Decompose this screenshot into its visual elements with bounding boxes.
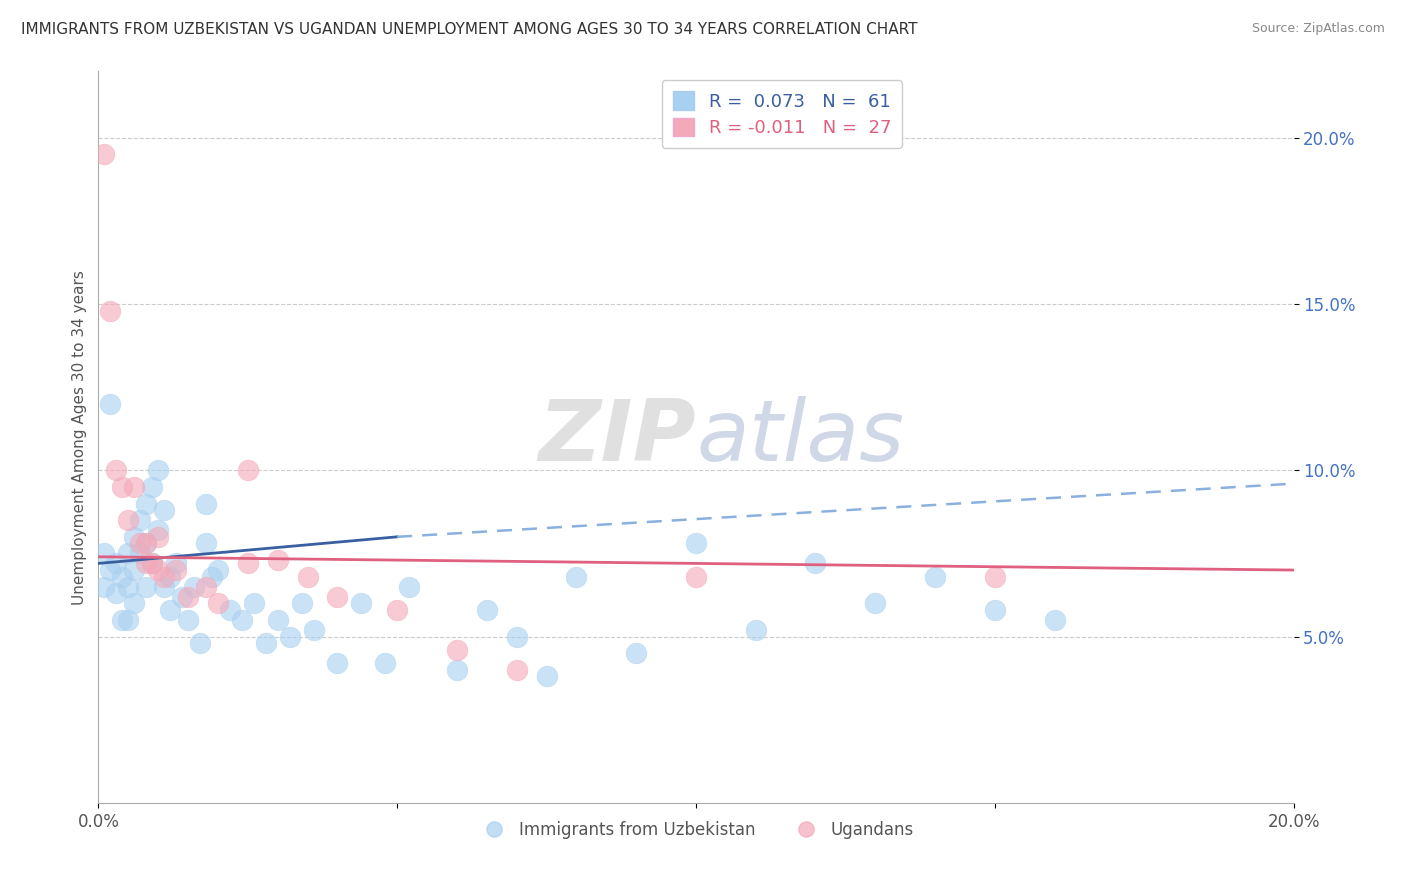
Point [172, 590, 194, 604]
Point [195, 497, 218, 511]
Point [446, 643, 468, 657]
Point [111, 613, 134, 627]
Point [236, 557, 259, 571]
Point [177, 590, 200, 604]
Point [385, 603, 409, 617]
Point [984, 603, 1007, 617]
Point [219, 603, 242, 617]
Y-axis label: Unemployment Among Ages 30 to 34 years: Unemployment Among Ages 30 to 34 years [72, 269, 87, 605]
Point [326, 590, 349, 604]
Point [153, 580, 176, 594]
Point [326, 656, 349, 670]
Point [536, 669, 558, 683]
Point [804, 557, 827, 571]
Legend: Immigrants from Uzbekistan, Ugandans: Immigrants from Uzbekistan, Ugandans [471, 814, 921, 846]
Point [117, 513, 139, 527]
Point [135, 497, 157, 511]
Point [267, 553, 290, 567]
Point [153, 570, 176, 584]
Text: IMMIGRANTS FROM UZBEKISTAN VS UGANDAN UNEMPLOYMENT AMONG AGES 30 TO 34 YEARS COR: IMMIGRANTS FROM UZBEKISTAN VS UGANDAN UN… [21, 22, 918, 37]
Point [207, 563, 229, 577]
Point [236, 463, 259, 477]
Point [165, 557, 187, 571]
Point [93, 580, 115, 594]
Point [188, 636, 211, 650]
Point [506, 663, 529, 677]
Point [745, 623, 768, 637]
Point [195, 580, 218, 594]
Point [98, 397, 122, 411]
Point [129, 513, 152, 527]
Text: ZIP: ZIP [538, 395, 696, 479]
Point [135, 536, 157, 550]
Point [865, 596, 887, 610]
Point [124, 596, 146, 610]
Point [685, 570, 707, 584]
Point [141, 557, 163, 571]
Text: atlas: atlas [696, 395, 904, 479]
Point [159, 603, 181, 617]
Point [129, 546, 152, 560]
Point [93, 147, 115, 161]
Point [183, 580, 205, 594]
Point [124, 563, 146, 577]
Point [117, 613, 139, 627]
Point [141, 557, 163, 571]
Point [984, 570, 1007, 584]
Point [124, 480, 146, 494]
Point [302, 623, 325, 637]
Point [243, 596, 266, 610]
Point [165, 563, 187, 577]
Point [1043, 613, 1066, 627]
Point [117, 580, 139, 594]
Point [105, 586, 128, 600]
Point [141, 480, 163, 494]
Point [148, 563, 170, 577]
Point [111, 570, 134, 584]
Point [924, 570, 946, 584]
Point [124, 530, 146, 544]
Point [374, 656, 396, 670]
Point [148, 463, 170, 477]
Point [148, 530, 170, 544]
Point [93, 546, 115, 560]
Point [297, 570, 319, 584]
Point [398, 580, 420, 594]
Point [98, 303, 122, 318]
Point [291, 596, 314, 610]
Point [685, 536, 707, 550]
Point [626, 646, 648, 660]
Text: Source: ZipAtlas.com: Source: ZipAtlas.com [1251, 22, 1385, 36]
Point [153, 503, 176, 517]
Point [111, 480, 134, 494]
Point [201, 570, 224, 584]
Point [446, 663, 468, 677]
Point [506, 630, 529, 644]
Point [350, 596, 373, 610]
Point [565, 570, 588, 584]
Point [475, 603, 498, 617]
Point [98, 563, 122, 577]
Point [129, 536, 152, 550]
Point [105, 463, 128, 477]
Point [267, 613, 290, 627]
Point [254, 636, 277, 650]
Point [148, 523, 170, 537]
Point [135, 580, 157, 594]
Point [278, 630, 301, 644]
Point [159, 570, 181, 584]
Point [135, 536, 157, 550]
Point [231, 613, 253, 627]
Point [135, 557, 157, 571]
Point [177, 613, 200, 627]
Point [207, 596, 229, 610]
Point [195, 536, 218, 550]
Point [105, 557, 128, 571]
Point [117, 546, 139, 560]
